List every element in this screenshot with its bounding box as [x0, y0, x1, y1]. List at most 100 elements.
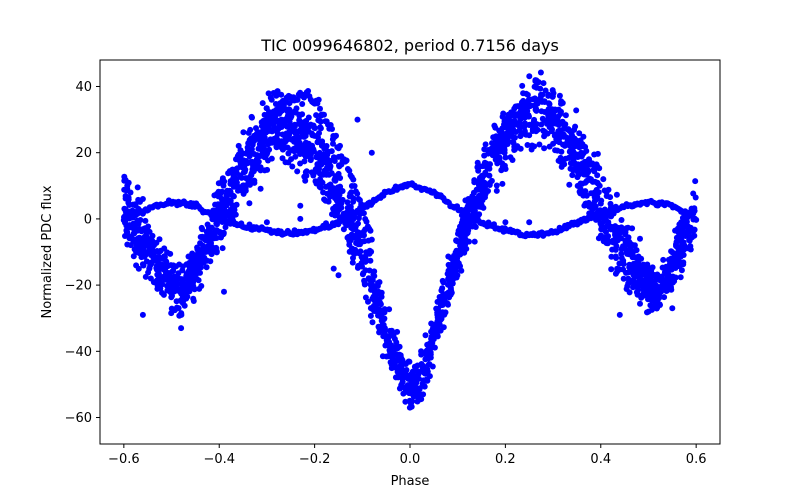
y-axis-ticks: −60 −40 −20 0 20 40: [65, 80, 100, 426]
data-point: [294, 168, 301, 175]
y-tick-label: 40: [75, 80, 92, 95]
data-point: [271, 124, 278, 131]
data-point: [240, 182, 247, 189]
x-tick-label: −0.4: [203, 452, 235, 467]
data-point: [594, 179, 601, 186]
data-point: [453, 267, 460, 274]
data-point: [644, 262, 651, 269]
data-point: [134, 184, 141, 191]
data-point: [343, 157, 350, 164]
data-point: [504, 141, 511, 147]
data-point: [297, 202, 304, 209]
y-tick-label: 0: [84, 212, 92, 227]
data-point: [329, 126, 335, 132]
data-point: [388, 361, 395, 368]
data-point: [354, 116, 361, 123]
data-point: [236, 152, 243, 159]
data-point: [332, 212, 339, 219]
data-point: [403, 384, 409, 391]
data-point: [351, 183, 358, 189]
data-point: [471, 179, 478, 186]
data-point: [154, 254, 161, 261]
data-point: [632, 283, 639, 289]
data-point: [220, 230, 227, 237]
data-point: [560, 133, 567, 140]
data-point: [624, 283, 631, 290]
data-point: [190, 271, 197, 278]
data-point: [190, 298, 197, 304]
data-point: [622, 239, 629, 245]
data-point: [367, 257, 374, 264]
data-point: [630, 242, 637, 249]
data-point: [204, 221, 211, 228]
data-point: [618, 224, 625, 231]
data-point: [197, 247, 204, 253]
data-point: [303, 172, 310, 179]
data-point: [505, 133, 512, 140]
data-point: [285, 150, 292, 157]
data-point: [307, 157, 314, 164]
data-point: [644, 285, 650, 292]
data-point: [428, 335, 435, 342]
data-point: [577, 190, 584, 197]
data-point: [516, 119, 523, 126]
x-tick-label: 0.2: [495, 452, 516, 467]
data-point: [464, 229, 471, 236]
data-point: [281, 105, 288, 111]
data-point: [396, 343, 403, 350]
data-point: [614, 268, 621, 275]
data-point: [674, 249, 681, 256]
data-point: [613, 191, 620, 198]
data-point: [340, 226, 347, 233]
data-point: [301, 158, 308, 165]
data-point: [242, 175, 249, 182]
data-point: [208, 251, 215, 258]
data-points: [120, 69, 700, 411]
data-point: [368, 149, 375, 156]
data-point: [494, 160, 501, 167]
data-point: [567, 147, 574, 154]
data-point: [147, 262, 154, 269]
data-point: [227, 213, 234, 219]
data-point: [311, 132, 318, 139]
data-point: [623, 248, 630, 255]
data-point: [289, 163, 296, 170]
data-point: [488, 145, 495, 152]
data-point: [428, 342, 435, 349]
data-point: [687, 243, 694, 250]
data-point: [302, 177, 309, 184]
data-point: [435, 320, 442, 327]
data-point: [457, 223, 464, 230]
data-point: [241, 168, 248, 175]
data-point: [669, 305, 676, 312]
data-point: [359, 202, 366, 209]
data-point: [188, 256, 195, 263]
data-point: [583, 159, 590, 166]
data-point: [213, 244, 220, 251]
data-point: [577, 180, 584, 187]
data-point: [274, 118, 281, 125]
data-point: [470, 203, 476, 210]
data-point: [200, 259, 207, 266]
data-point: [335, 184, 341, 191]
data-point: [285, 106, 292, 113]
y-tick-label: −40: [65, 345, 92, 360]
data-point: [600, 176, 607, 183]
data-point: [159, 274, 166, 281]
data-point: [412, 388, 419, 395]
data-point: [675, 229, 682, 235]
data-point: [522, 103, 529, 110]
data-point: [569, 132, 576, 139]
data-point: [373, 308, 380, 315]
data-point: [501, 118, 508, 125]
data-point: [135, 265, 142, 272]
data-point: [365, 298, 371, 305]
data-point: [330, 185, 337, 192]
data-point: [594, 172, 601, 179]
data-point: [218, 209, 225, 216]
x-axis-label: Phase: [391, 474, 430, 489]
data-point: [580, 169, 587, 176]
data-point: [455, 260, 462, 267]
data-point: [689, 234, 695, 241]
data-point: [618, 217, 625, 223]
